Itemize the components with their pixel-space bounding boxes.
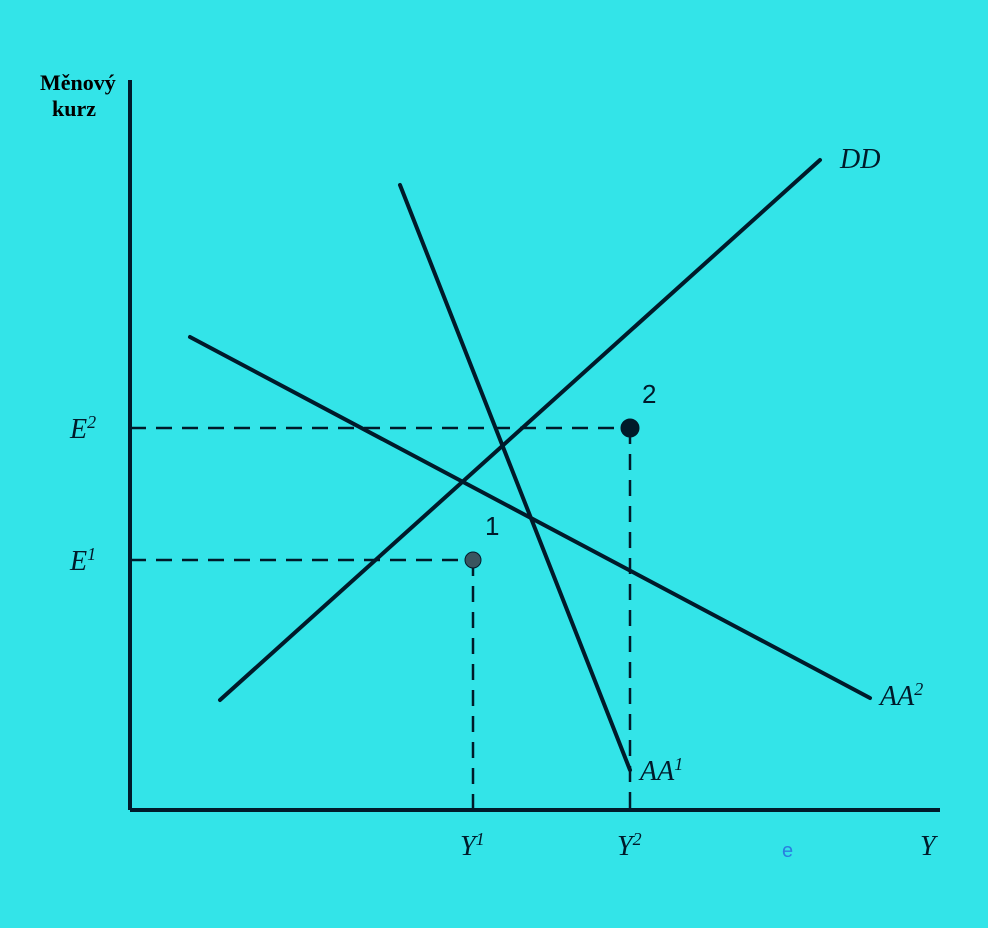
point-label-1: 1 [485, 511, 499, 541]
stray-mark-e: e [782, 840, 793, 862]
curve-label-dd: DD [839, 144, 880, 175]
equilibrium-point-1 [465, 552, 481, 568]
y-axis-title-line1: Měnový [40, 70, 116, 95]
equilibrium-point-2 [621, 419, 639, 437]
chart-background [0, 0, 988, 928]
point-label-2: 2 [642, 379, 656, 409]
y-axis-title-line2: kurz [52, 96, 96, 121]
